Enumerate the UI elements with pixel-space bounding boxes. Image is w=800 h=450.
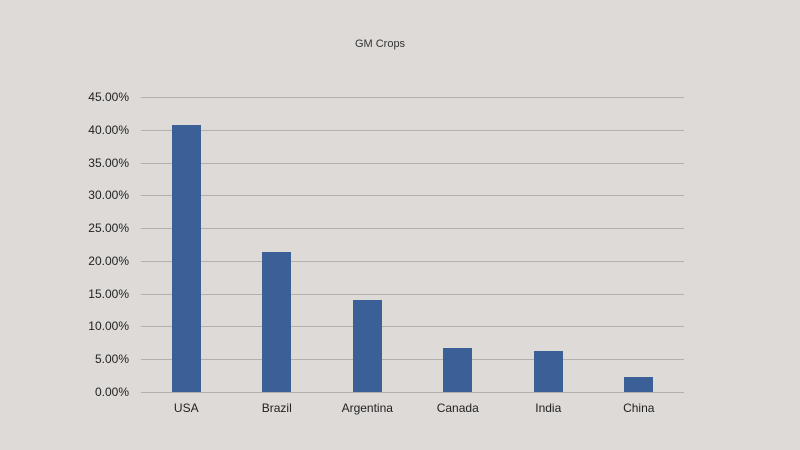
bar-china [624, 376, 654, 392]
y-tick-label: 10.00% [88, 319, 129, 334]
gridline [141, 228, 684, 230]
y-tick-label: 45.00% [88, 90, 129, 104]
gridline [141, 195, 684, 197]
x-tick-label: Brazil [261, 401, 292, 415]
x-tick-label: India [535, 401, 562, 415]
x-tick-label: Canada [436, 401, 479, 415]
plot-area [141, 97, 684, 393]
x-tick-label: USA [173, 401, 199, 415]
gridline [141, 326, 684, 328]
bar-usa [171, 125, 201, 392]
y-tick-label: 20.00% [88, 253, 129, 268]
y-tick-label: 15.00% [88, 286, 129, 301]
gridline [141, 392, 684, 393]
y-tick-label: 35.00% [88, 155, 129, 170]
bar-india [533, 351, 563, 392]
y-tick-label: 40.00% [88, 122, 129, 137]
y-tick-label: 30.00% [88, 188, 129, 203]
gridline [141, 260, 684, 262]
x-tick-label: China [623, 401, 655, 415]
gridline [141, 359, 684, 361]
bar-argentina [352, 300, 382, 392]
gridline [141, 293, 684, 295]
y-tick-label: 5.00% [94, 352, 129, 367]
bar-brazil [262, 252, 292, 392]
gridline [141, 162, 684, 164]
x-tick-label: Argentina [341, 401, 393, 415]
chart-title: GM Crops [354, 38, 406, 50]
gridline [141, 97, 684, 98]
y-tick-label: 25.00% [88, 221, 129, 236]
y-tick-label: 0.00% [94, 385, 129, 399]
gridline [141, 129, 684, 131]
bar-canada [443, 348, 473, 392]
